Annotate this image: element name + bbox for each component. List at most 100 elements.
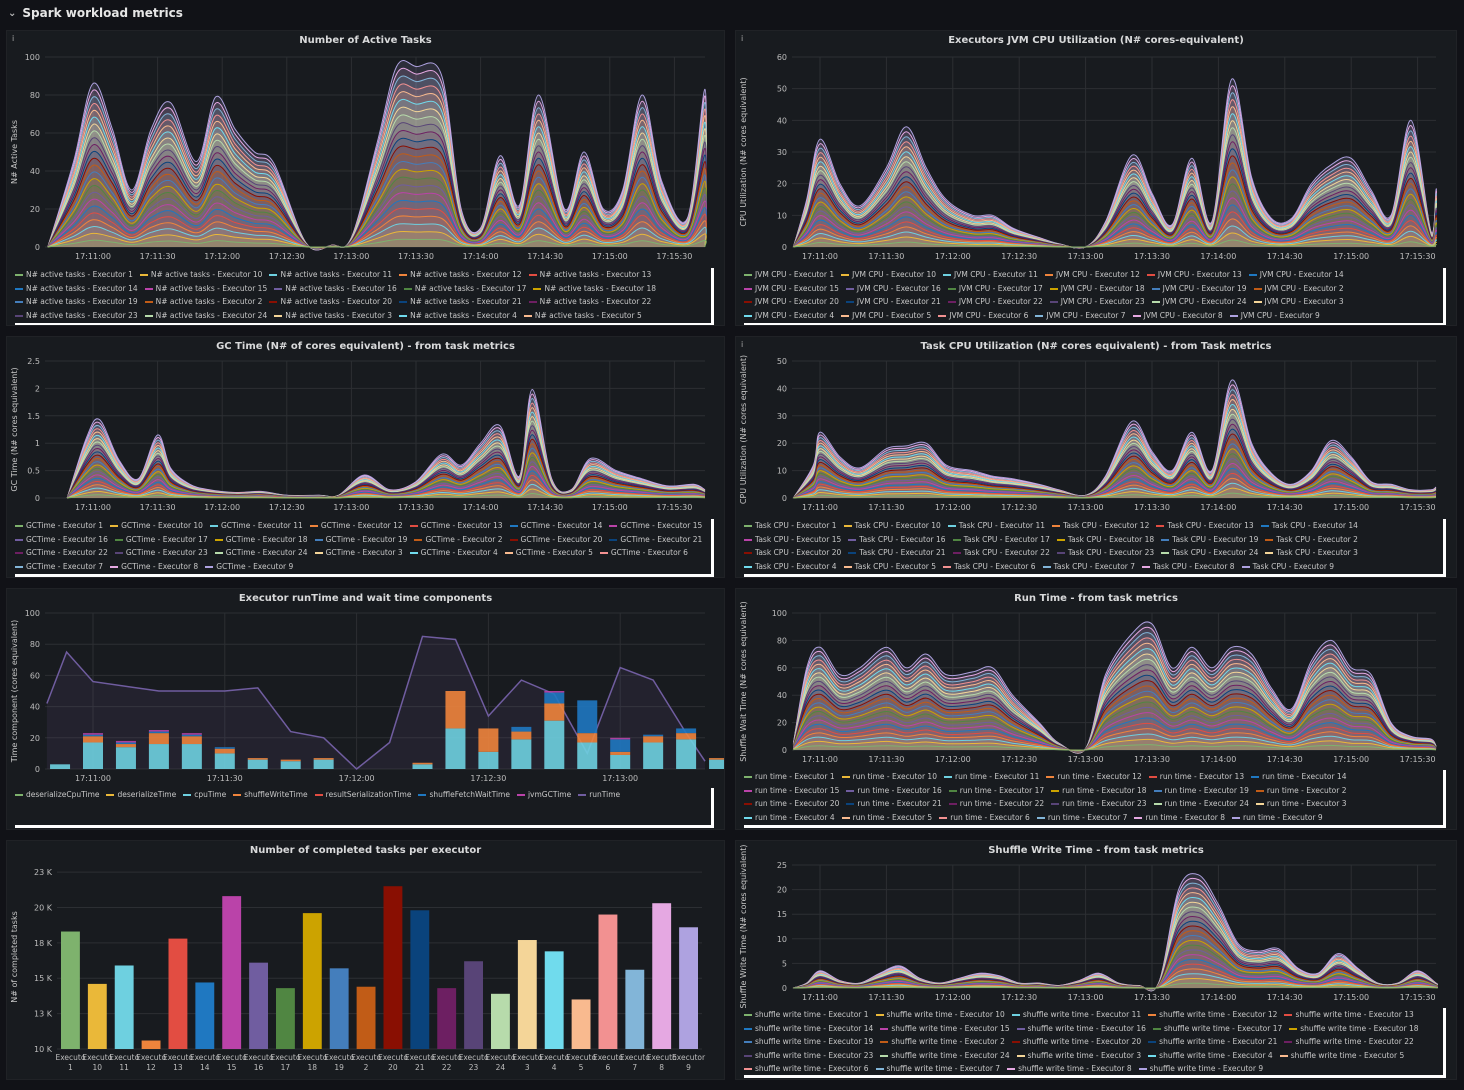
legend-item[interactable]: N# active tasks - Executor 2: [144, 295, 262, 309]
legend-item[interactable]: Task CPU - Executor 13: [1156, 519, 1254, 533]
legend-item[interactable]: Task CPU - Executor 6: [943, 560, 1036, 574]
legend-item[interactable]: N# active tasks - Executor 3: [274, 309, 392, 323]
legend-item[interactable]: N# active tasks - Executor 21: [399, 295, 522, 309]
legend-item[interactable]: Task CPU - Executor 7: [1042, 560, 1135, 574]
legend-item[interactable]: JVM CPU - Executor 17: [947, 282, 1043, 296]
legend-item[interactable]: run time - Executor 10: [841, 770, 937, 784]
legend-item[interactable]: Task CPU - Executor 10: [843, 519, 941, 533]
legend-item[interactable]: GCTime - Executor 12: [309, 519, 403, 533]
legend-item[interactable]: run time - Executor 22: [948, 797, 1044, 811]
legend-item[interactable]: JVM CPU - Executor 18: [1049, 282, 1145, 296]
legend-item[interactable]: GCTime - Executor 20: [509, 533, 602, 547]
legend-item[interactable]: GCTime - Executor 1: [15, 519, 103, 533]
legend-item[interactable]: JVM CPU - Executor 21: [845, 295, 941, 309]
legend-item[interactable]: N# active tasks - Executor 10: [139, 268, 262, 282]
legend-item[interactable]: GCTime - Executor 24: [214, 546, 308, 560]
legend-item[interactable]: N# active tasks - Executor 18: [533, 282, 656, 296]
legend-item[interactable]: run time - Executor 16: [846, 784, 942, 798]
legend-item[interactable]: shuffle write time - Executor 4: [1148, 1049, 1273, 1063]
dashboard-row-header[interactable]: ⌄ Spark workload metrics: [0, 0, 1464, 26]
legend-item[interactable]: JVM CPU - Executor 2: [1253, 282, 1344, 296]
legend-item[interactable]: Task CPU - Executor 5: [843, 560, 936, 574]
legend-item[interactable]: JVM CPU - Executor 14: [1248, 268, 1344, 282]
legend-item[interactable]: shuffleFetchWaitTime: [418, 788, 510, 802]
chevron-down-icon[interactable]: ⌄: [8, 7, 17, 19]
legend-item[interactable]: shuffle write time - Executor 18: [1289, 1022, 1419, 1036]
legend-item[interactable]: GCTime - Executor 13: [409, 519, 503, 533]
legend-item[interactable]: run time - Executor 1: [744, 770, 835, 784]
legend-item[interactable]: run time - Executor 12: [1046, 770, 1142, 784]
legend-item[interactable]: Task CPU - Executor 12: [1052, 519, 1149, 533]
legend-item[interactable]: deserializeCpuTime: [15, 788, 99, 802]
panel-title[interactable]: Executor runTime and wait time component…: [238, 593, 493, 604]
legend-item[interactable]: run time - Executor 17: [948, 784, 1044, 798]
panel-title[interactable]: Shuffle Write Time - from task metrics: [988, 845, 1204, 856]
legend-item[interactable]: JVM CPU - Executor 24: [1151, 295, 1247, 309]
legend-item[interactable]: shuffle write time - Executor 22: [1284, 1035, 1414, 1049]
legend-item[interactable]: shuffle write time - Executor 10: [875, 1008, 1005, 1022]
legend-item[interactable]: Task CPU - Executor 23: [1056, 546, 1154, 560]
legend-item[interactable]: Task CPU - Executor 20: [744, 546, 841, 560]
legend-item[interactable]: GCTime - Executor 9: [205, 560, 293, 574]
panel-title[interactable]: Number of Active Tasks: [299, 35, 432, 46]
legend-item[interactable]: JVM CPU - Executor 10: [841, 268, 936, 282]
legend-item[interactable]: GCTime - Executor 5: [504, 546, 593, 560]
legend-item[interactable]: N# active tasks - Executor 13: [528, 268, 651, 282]
legend-item[interactable]: GCTime - Executor 3: [314, 546, 403, 560]
legend-item[interactable]: GCTime - Executor 2: [414, 533, 503, 547]
legend-item[interactable]: N# active tasks - Executor 5: [523, 309, 642, 323]
legend-item[interactable]: JVM CPU - Executor 13: [1146, 268, 1242, 282]
legend-item[interactable]: shuffle write time - Executor 15: [880, 1022, 1010, 1036]
legend-item[interactable]: N# active tasks - Executor 11: [269, 268, 392, 282]
legend-item[interactable]: resultSerializationTime: [314, 788, 411, 802]
legend-item[interactable]: Task CPU - Executor 1: [744, 519, 837, 533]
legend-item[interactable]: GCTime - Executor 6: [599, 546, 688, 560]
legend-item[interactable]: GCTime - Executor 8: [110, 560, 198, 574]
legend-item[interactable]: Task CPU - Executor 8: [1142, 560, 1235, 574]
legend-item[interactable]: shuffle write time - Executor 6: [744, 1062, 869, 1075]
legend-item[interactable]: JVM CPU - Executor 9: [1229, 309, 1320, 323]
legend-item[interactable]: run time - Executor 3: [1255, 797, 1346, 811]
legend-item[interactable]: N# active tasks - Executor 22: [528, 295, 651, 309]
legend-item[interactable]: JVM CPU - Executor 15: [744, 282, 839, 296]
legend-item[interactable]: Task CPU - Executor 21: [848, 546, 946, 560]
legend-item[interactable]: JVM CPU - Executor 16: [845, 282, 941, 296]
legend-item[interactable]: shuffle write time - Executor 19: [744, 1035, 873, 1049]
legend-item[interactable]: Task CPU - Executor 11: [947, 519, 1045, 533]
legend-item[interactable]: Task CPU - Executor 19: [1161, 533, 1258, 547]
legend-item[interactable]: GCTime - Executor 21: [609, 533, 702, 547]
legend-item[interactable]: N# active tasks - Executor 12: [399, 268, 522, 282]
legend-item[interactable]: shuffle write time - Executor 11: [1011, 1008, 1141, 1022]
legend-item[interactable]: shuffle write time - Executor 20: [1011, 1035, 1141, 1049]
legend-item[interactable]: shuffle write time - Executor 9: [1138, 1062, 1263, 1075]
legend-item[interactable]: GCTime - Executor 10: [110, 519, 203, 533]
legend-item[interactable]: GCTime - Executor 22: [15, 546, 108, 560]
legend-item[interactable]: JVM CPU - Executor 12: [1044, 268, 1140, 282]
panel-title[interactable]: Task CPU Utilization (N# cores equivalen…: [920, 341, 1272, 352]
legend-item[interactable]: Task CPU - Executor 14: [1260, 519, 1358, 533]
legend-item[interactable]: N# active tasks - Executor 9: [390, 322, 508, 323]
legend-item[interactable]: GCTime - Executor 18: [214, 533, 308, 547]
legend-item[interactable]: run time - Executor 9: [1232, 811, 1323, 825]
legend-item[interactable]: shuffle write time - Executor 2: [880, 1035, 1005, 1049]
legend-item[interactable]: run time - Executor 2: [1255, 784, 1346, 798]
info-icon[interactable]: i: [741, 340, 744, 349]
panel-title[interactable]: Number of completed tasks per executor: [249, 845, 482, 856]
legend-item[interactable]: JVM CPU - Executor 22: [947, 295, 1043, 309]
legend-item[interactable]: GCTime - Executor 7: [15, 560, 103, 574]
legend-item[interactable]: GCTime - Executor 4: [409, 546, 498, 560]
legend-item[interactable]: run time - Executor 13: [1148, 770, 1244, 784]
legend-item[interactable]: N# active tasks - Executor 16: [274, 282, 397, 296]
legend-item[interactable]: N# active tasks - Executor 20: [269, 295, 392, 309]
legend-item[interactable]: run time - Executor 11: [943, 770, 1039, 784]
legend-item[interactable]: N# active tasks - Executor 7: [140, 322, 258, 323]
info-icon[interactable]: i: [12, 34, 15, 43]
legend-item[interactable]: shuffle write time - Executor 21: [1148, 1035, 1277, 1049]
legend-item[interactable]: run time - Executor 20: [744, 797, 839, 811]
legend-item[interactable]: N# active tasks - Executor 4: [399, 309, 517, 323]
legend-item[interactable]: run time - Executor 8: [1134, 811, 1225, 825]
legend-item[interactable]: shuffle write time - Executor 3: [1016, 1049, 1141, 1063]
legend-item[interactable]: JVM CPU - Executor 3: [1253, 295, 1344, 309]
legend-item[interactable]: Task CPU - Executor 4: [744, 560, 837, 574]
legend-item[interactable]: N# active tasks - Executor 6: [15, 322, 133, 323]
